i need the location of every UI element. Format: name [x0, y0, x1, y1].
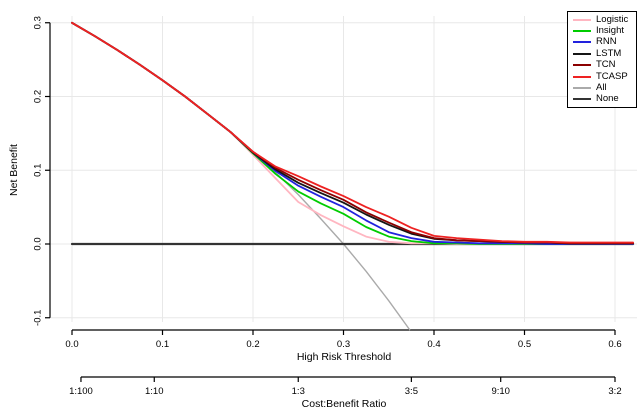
legend-item-lstm: LSTM	[573, 48, 634, 59]
legend-label: RNN	[596, 36, 617, 48]
legend-label: All	[596, 81, 607, 93]
ratio-tick-label: 1:10	[145, 386, 164, 397]
x-tick-label: 0.1	[156, 339, 169, 350]
x-tick-label: 0.6	[608, 339, 621, 350]
x-axis-title: High Risk Threshold	[296, 351, 392, 363]
legend-label: Logistic	[596, 13, 629, 25]
x-tick-label: 0.3	[337, 339, 350, 350]
legend: Logistic Insight RNN LSTM TCN TCASP All None	[567, 11, 637, 108]
legend-label: Insight	[596, 25, 624, 37]
y-tick-label: 0.2	[33, 90, 44, 103]
series-line-insight	[71, 21, 634, 245]
legend-label: TCN	[596, 59, 616, 71]
y-tick-label: 0.1	[33, 164, 44, 177]
series-line-logistic	[71, 21, 634, 245]
legend-swatch-logistic	[573, 18, 591, 21]
x-tick-label: 0.0	[65, 339, 78, 350]
series-line-all	[71, 22, 411, 331]
legend-item-rnn: RNN	[573, 37, 634, 48]
legend-swatch-none	[573, 98, 591, 101]
legend-item-none: None	[573, 94, 634, 105]
legend-swatch-all	[573, 86, 591, 89]
legend-item-insight: Insight	[573, 26, 634, 37]
legend-swatch-tcn	[573, 64, 591, 67]
y-tick-label: 0.0	[33, 237, 44, 250]
ratio-tick-label: 1:100	[69, 386, 93, 397]
legend-item-all: All	[573, 82, 634, 93]
legend-label: TCASP	[596, 70, 628, 82]
ratio-tick-label: 3:5	[405, 386, 418, 397]
legend-swatch-lstm	[573, 52, 591, 55]
ratio-axis-title: Cost:Benefit Ratio	[301, 398, 387, 410]
legend-label: LSTM	[596, 47, 622, 59]
series-line-tcn	[71, 21, 634, 245]
series-line-tcasp	[71, 21, 634, 244]
x-tick-label: 0.4	[427, 339, 440, 350]
y-axis-title: Net Benefit	[8, 144, 20, 196]
legend-item-tcn: TCN	[573, 60, 634, 71]
ratio-tick-label: 9:10	[491, 386, 510, 397]
x-tick-label: 0.5	[518, 339, 531, 350]
legend-item-tcasp: TCASP	[573, 71, 634, 82]
ratio-tick-label: 3:2	[608, 386, 621, 397]
legend-swatch-tcasp	[573, 75, 591, 78]
legend-swatch-rnn	[573, 41, 591, 44]
ratio-tick-label: 1:3	[292, 386, 305, 397]
x-tick-label: 0.2	[246, 339, 259, 350]
legend-label: None	[596, 93, 619, 105]
y-tick-label: -0.1	[33, 310, 44, 326]
series-line-lstm	[71, 21, 634, 245]
legend-swatch-insight	[573, 30, 591, 33]
series-line-rnn	[71, 21, 634, 245]
y-tick-label: 0.3	[33, 16, 44, 29]
legend-item-logistic: Logistic	[573, 14, 634, 25]
